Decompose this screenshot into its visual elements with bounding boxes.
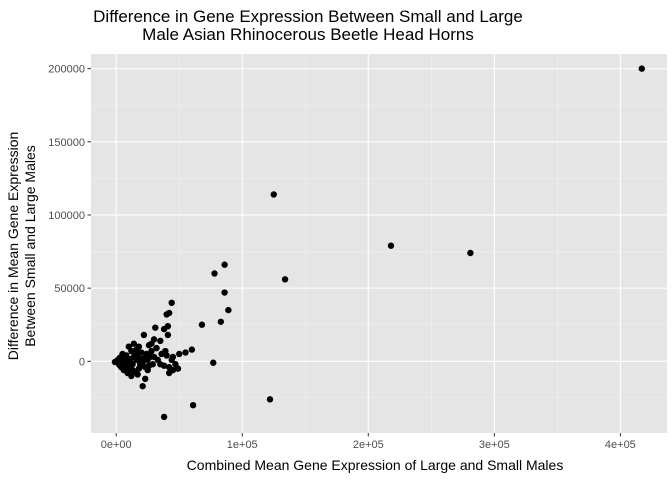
data-point xyxy=(210,359,217,366)
data-point xyxy=(467,249,474,257)
data-point xyxy=(165,369,173,377)
tick-layer: 0e+00 1e+05 2e+05 3e+05 4e+05 0 50000 100000 150… xyxy=(48,64,636,451)
x-tick-label: 1e+05 xyxy=(227,439,258,451)
data-point xyxy=(225,306,232,314)
points-layer xyxy=(111,65,645,421)
data-point xyxy=(149,361,156,368)
data-point xyxy=(217,318,225,325)
data-point xyxy=(387,242,395,249)
data-point xyxy=(160,325,168,333)
y-axis-title-line-2: Between Small and Large Males xyxy=(22,145,38,347)
y-tick-label: 200000 xyxy=(48,64,85,76)
data-point xyxy=(129,361,136,368)
data-point xyxy=(116,361,123,369)
data-point xyxy=(198,321,206,328)
x-tick-label: 4e+05 xyxy=(605,439,636,451)
data-point xyxy=(176,350,183,358)
data-point xyxy=(140,331,148,339)
data-point xyxy=(188,346,196,353)
data-point xyxy=(162,347,169,355)
x-tick-label: 2e+05 xyxy=(353,439,384,451)
data-point xyxy=(135,365,143,372)
y-tick-label: 50000 xyxy=(54,283,85,295)
y-axis-title-line-1: Difference in Mean Gene Expression xyxy=(5,132,21,361)
data-point xyxy=(164,331,172,339)
plot-panel xyxy=(91,54,667,433)
data-point xyxy=(168,299,175,306)
data-point xyxy=(147,353,154,361)
data-point xyxy=(160,413,168,421)
data-point xyxy=(154,356,162,364)
y-tick-label: 0 xyxy=(79,356,85,368)
data-point xyxy=(125,343,133,350)
data-point xyxy=(148,347,155,355)
data-point xyxy=(134,371,141,378)
data-point xyxy=(163,311,170,318)
data-point xyxy=(152,324,159,331)
data-point xyxy=(150,336,158,343)
data-point xyxy=(182,349,189,356)
data-point xyxy=(172,361,179,368)
data-point xyxy=(139,382,146,390)
data-point xyxy=(160,362,168,369)
data-point xyxy=(144,366,151,374)
data-point xyxy=(266,396,274,403)
data-point xyxy=(141,375,149,383)
y-tick-label: 150000 xyxy=(48,137,85,149)
x-axis-title: Combined Mean Gene Expression of Large a… xyxy=(187,457,564,473)
data-point xyxy=(211,270,218,277)
data-point xyxy=(134,350,141,358)
data-point xyxy=(168,356,175,364)
y-tick-label: 100000 xyxy=(48,210,85,222)
data-point xyxy=(130,340,138,347)
chart-title-line-1: Difference in Gene Expression Between Sm… xyxy=(93,7,523,26)
data-point xyxy=(153,344,160,352)
x-tick-label: 0e+00 xyxy=(101,439,132,451)
data-point xyxy=(221,289,228,296)
data-point xyxy=(638,65,645,72)
chart-title-line-2: Male Asian Rhinocerous Beetle Head Horns xyxy=(142,25,474,44)
x-tick-label: 3e+05 xyxy=(479,439,510,451)
data-point xyxy=(221,261,228,268)
data-point xyxy=(281,276,289,283)
data-point xyxy=(157,337,164,345)
data-point xyxy=(189,401,197,409)
data-point xyxy=(270,191,277,198)
grid-layer xyxy=(91,54,667,433)
